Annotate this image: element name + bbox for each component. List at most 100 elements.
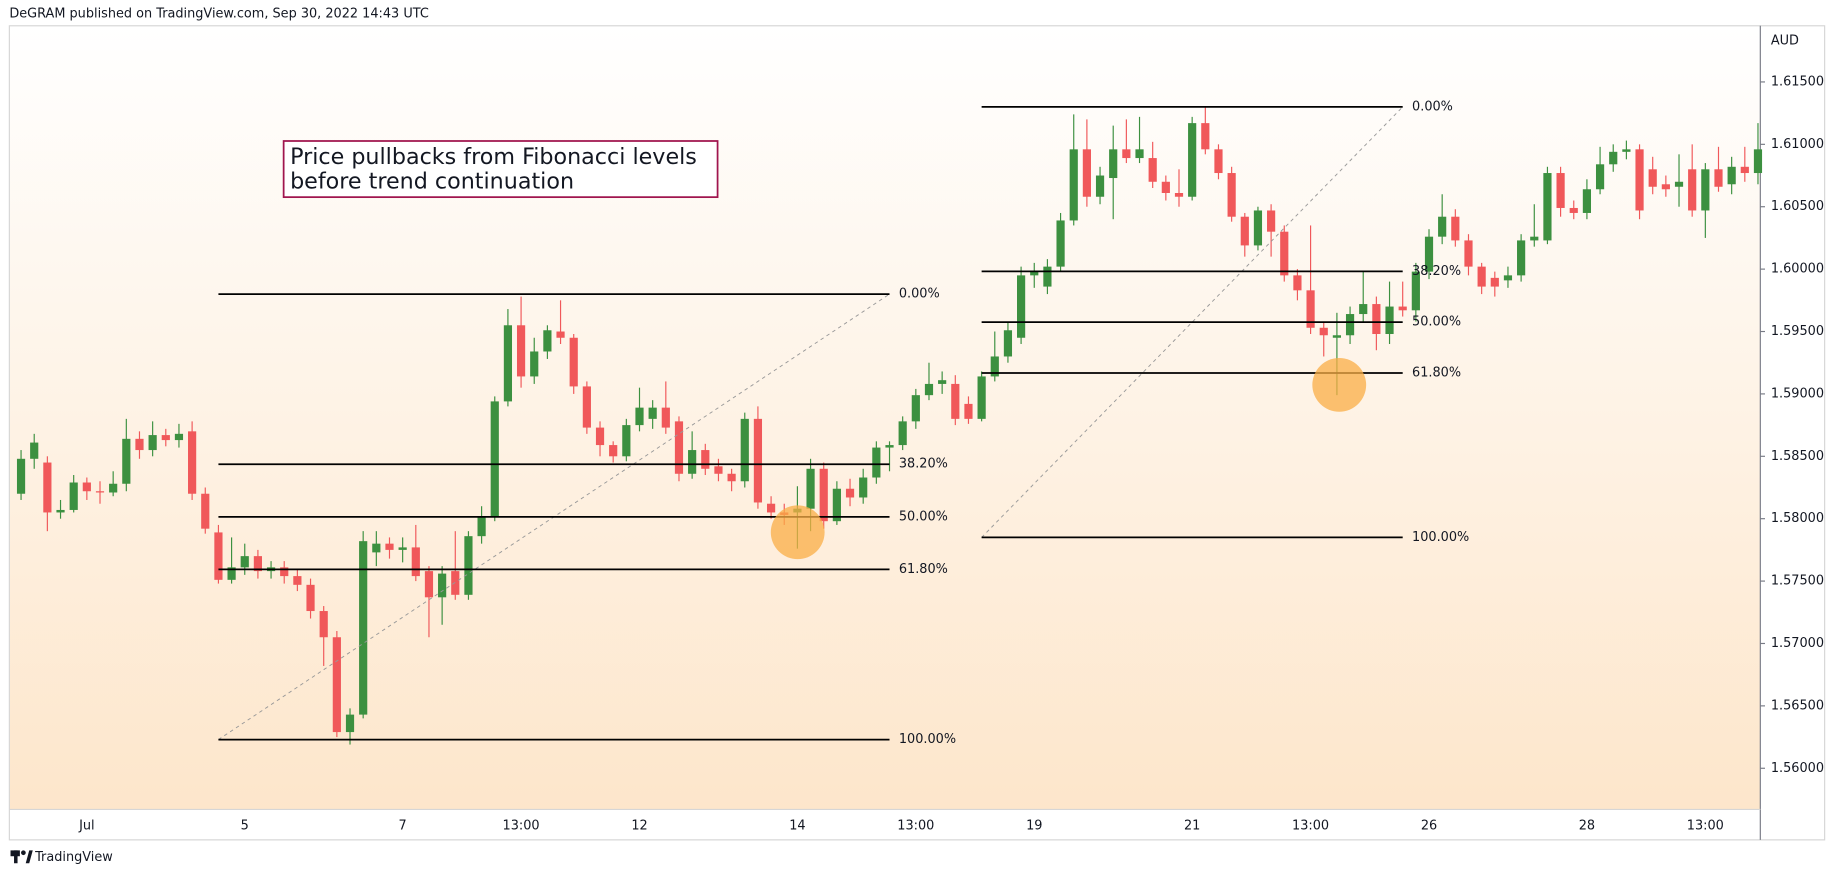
candle-body xyxy=(1622,149,1631,152)
candle-body xyxy=(30,442,39,459)
candle-body xyxy=(1385,306,1394,335)
candle-body xyxy=(1372,304,1381,335)
candle-body xyxy=(1030,271,1039,276)
candle-body xyxy=(503,325,513,402)
candle-body xyxy=(227,567,236,580)
x-tick-label: 13:00 xyxy=(1292,818,1329,833)
candle-body xyxy=(832,488,841,522)
candle-body xyxy=(753,418,763,503)
candle-body xyxy=(924,383,934,396)
plot-background xyxy=(9,25,1761,810)
candle-body xyxy=(253,556,262,572)
candle-body xyxy=(740,418,749,482)
candle-body xyxy=(1082,149,1091,197)
candle-body xyxy=(1188,123,1197,197)
y-tick-label: 1.61000 xyxy=(1771,137,1824,152)
annotation-line: before trend continuation xyxy=(290,168,574,194)
fib-label: 38.20% xyxy=(1412,264,1461,279)
candle-body xyxy=(1648,169,1657,187)
candle-body xyxy=(214,532,223,580)
candle-body xyxy=(385,543,394,550)
candle-body xyxy=(82,482,91,492)
candle-body xyxy=(69,482,78,510)
candle-body xyxy=(1069,149,1078,221)
y-tick-label: 1.58000 xyxy=(1771,511,1824,526)
candle-body xyxy=(1582,189,1592,213)
candle-body xyxy=(424,571,434,598)
candle-body xyxy=(451,571,460,595)
candle-body xyxy=(122,438,131,484)
candle-body xyxy=(1464,240,1473,267)
candle-body xyxy=(293,576,302,585)
candle-body xyxy=(1095,175,1105,197)
x-tick-label: 7 xyxy=(399,818,407,833)
candle-body xyxy=(951,383,960,419)
candle-body xyxy=(648,407,657,419)
candle-body xyxy=(1319,327,1328,336)
y-tick-label: 1.58500 xyxy=(1771,449,1824,464)
y-tick-label: 1.61500 xyxy=(1771,74,1824,89)
candle-body xyxy=(938,380,947,384)
candle-body xyxy=(1701,169,1710,211)
fib-label: 100.00% xyxy=(899,732,956,747)
candle-body xyxy=(516,325,526,377)
fib-label: 61.80% xyxy=(899,562,948,577)
candle-body xyxy=(1543,173,1552,241)
candle-body xyxy=(1214,149,1223,174)
y-tick-label: 1.60000 xyxy=(1771,262,1824,277)
candle-body xyxy=(701,450,710,469)
candle-body xyxy=(911,395,920,422)
candle-body xyxy=(714,466,723,474)
candle-body xyxy=(990,356,999,377)
candle-body xyxy=(411,547,420,577)
candle-body xyxy=(1635,149,1644,211)
candle-body xyxy=(1530,236,1539,241)
x-tick-label: 28 xyxy=(1579,818,1595,833)
logo xyxy=(10,850,33,864)
candle-body xyxy=(1451,216,1460,241)
candle-body xyxy=(201,493,210,529)
candle-body xyxy=(635,407,644,426)
candle-body xyxy=(1398,306,1407,311)
fib-label: 0.00% xyxy=(899,287,940,302)
candle-body xyxy=(1148,158,1157,182)
x-tick-label: 5 xyxy=(241,818,249,833)
fib-label: 0.00% xyxy=(1412,99,1453,114)
candle-body xyxy=(1569,207,1578,213)
x-tick-label: 12 xyxy=(631,818,647,833)
y-tick-label: 1.57000 xyxy=(1771,636,1824,651)
candle-body xyxy=(148,435,157,451)
x-tick-label: 13:00 xyxy=(503,818,540,833)
candle-body xyxy=(109,483,118,493)
candle-body xyxy=(1438,216,1447,237)
y-tick-label: 1.59000 xyxy=(1771,386,1824,401)
candle-body xyxy=(622,425,631,457)
candle-body xyxy=(43,462,52,513)
candle-body xyxy=(490,401,499,518)
candle-body xyxy=(1161,181,1170,193)
candles xyxy=(16,106,1763,745)
candle-body xyxy=(1253,210,1263,246)
candle-body xyxy=(1595,164,1605,190)
candle-body xyxy=(1411,271,1420,311)
highlight xyxy=(770,505,825,560)
currency: AUD xyxy=(1771,33,1799,48)
x-tick-label: 26 xyxy=(1421,818,1437,833)
candle-body xyxy=(135,438,144,451)
header: DeGRAM published on TradingView.com, Sep… xyxy=(9,7,428,22)
candle-body xyxy=(1003,330,1013,357)
candle-body xyxy=(898,421,907,446)
candle-body xyxy=(1122,149,1131,159)
candle-body xyxy=(1056,220,1065,267)
candle-body xyxy=(1240,216,1249,246)
candle-body xyxy=(1517,240,1526,276)
candle-body xyxy=(766,503,776,513)
candle-body xyxy=(1688,169,1697,211)
candle-body xyxy=(306,584,315,612)
candle-body xyxy=(845,488,855,498)
candle-body xyxy=(1293,275,1302,291)
fib-label: 50.00% xyxy=(899,509,948,524)
candle-body xyxy=(1609,151,1618,165)
candle-body xyxy=(688,450,697,474)
